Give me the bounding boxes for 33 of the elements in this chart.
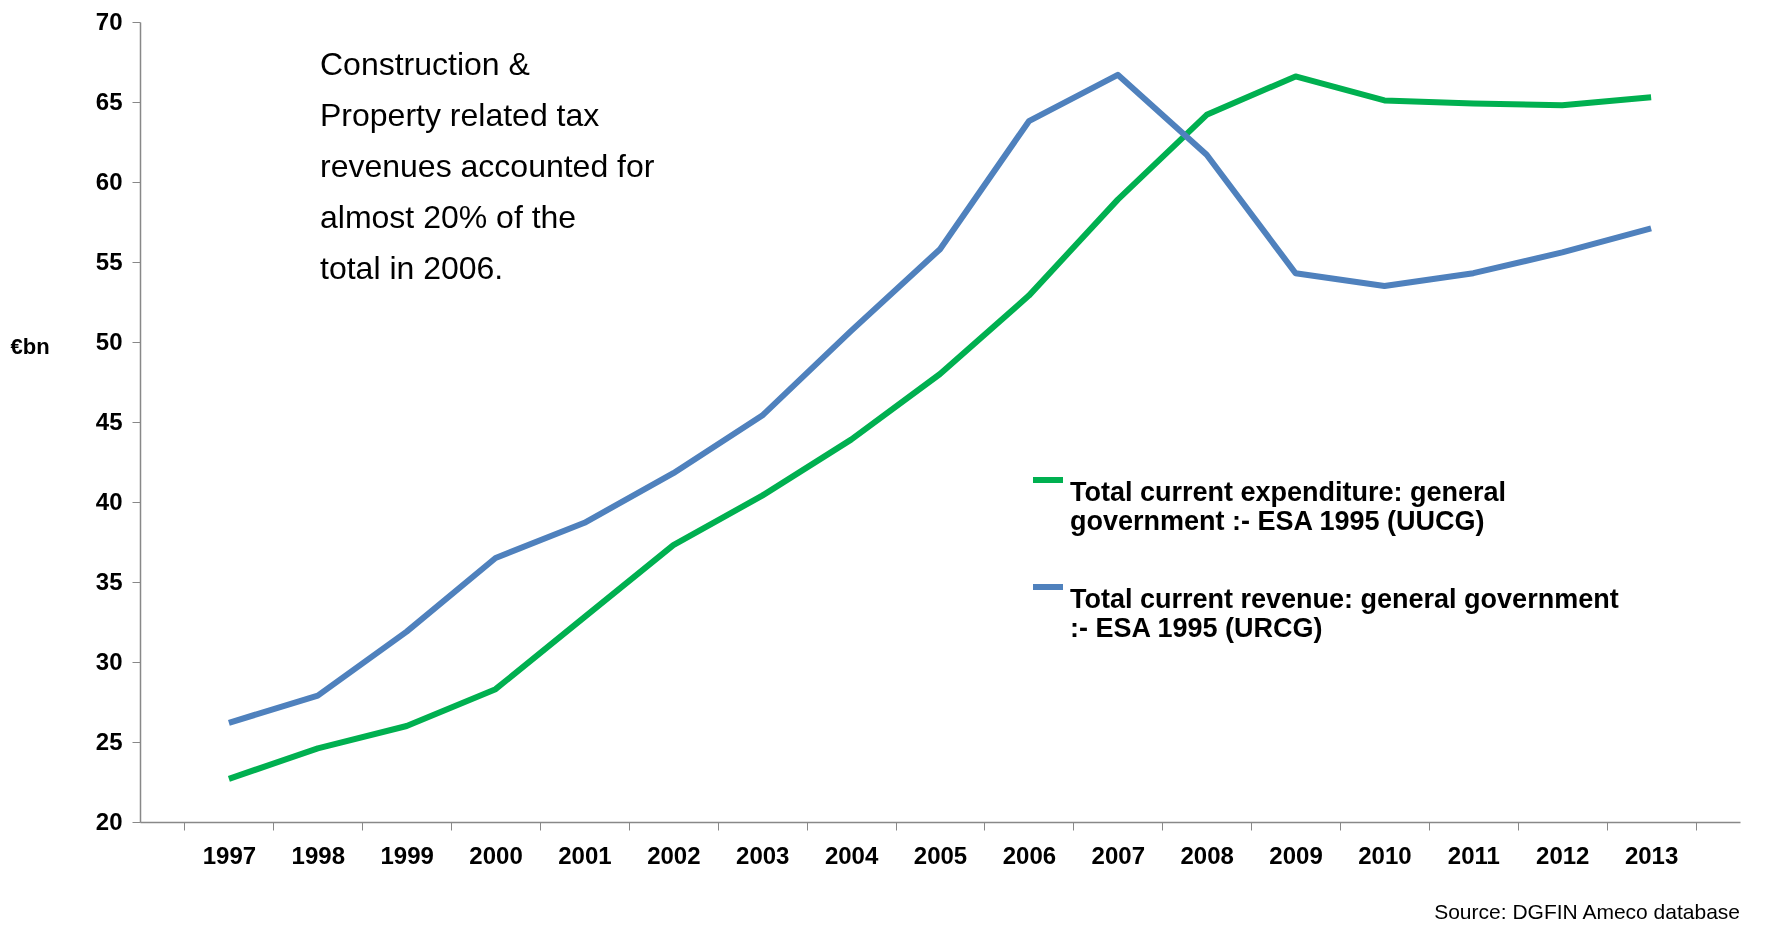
y-tick-label: 60 [95, 167, 123, 195]
x-tick-label: 1999 [380, 841, 434, 869]
y-tick-label: 40 [95, 487, 123, 515]
y-axis-title: €bn [10, 333, 50, 359]
annotation: Construction & Property related tax revenues accounted for almost 20% of the total in 2006. [320, 46, 655, 286]
x-tick-label: 1998 [291, 841, 345, 869]
x-tick-label: 2010 [1358, 841, 1412, 869]
x-tick-label: 2000 [469, 841, 523, 869]
y-tick-label: 65 [95, 87, 123, 115]
x-tick-label: 1997 [202, 841, 257, 869]
y-tick-label: 50 [95, 327, 123, 355]
y-tick-label: 20 [95, 807, 123, 835]
legend-label: Total current revenue: general government :- ESA 1995 (URCG) [1070, 584, 1619, 643]
x-tick-label: 2007 [1091, 841, 1145, 869]
y-tick-label: 70 [95, 7, 123, 35]
x-tick-label: 2009 [1269, 841, 1323, 869]
legend-label: Total current expenditure: general government :- ESA 1995 (UUCG) [1070, 477, 1507, 536]
x-tick-label: 2006 [1002, 841, 1057, 869]
x-tick-label: 2013 [1624, 841, 1679, 869]
y-tick-label: 25 [95, 727, 123, 755]
x-tick-label: 2008 [1180, 841, 1234, 869]
x-tick-label: 2003 [736, 841, 790, 869]
y-tick-label: 45 [95, 407, 123, 435]
x-tick-label: 2001 [558, 841, 612, 869]
y-tick-label: 30 [95, 647, 123, 675]
x-tick-label: 2011 [1447, 841, 1500, 869]
y-tick-label: 55 [95, 247, 123, 275]
x-tick-label: 2012 [1536, 841, 1590, 869]
y-tick-label: 35 [95, 567, 123, 595]
x-tick-label: 2005 [913, 841, 968, 869]
x-tick-label: 2004 [824, 841, 879, 869]
source-note: Source: DGFIN Ameco database [1434, 900, 1740, 923]
x-tick-label: 2002 [647, 841, 701, 869]
